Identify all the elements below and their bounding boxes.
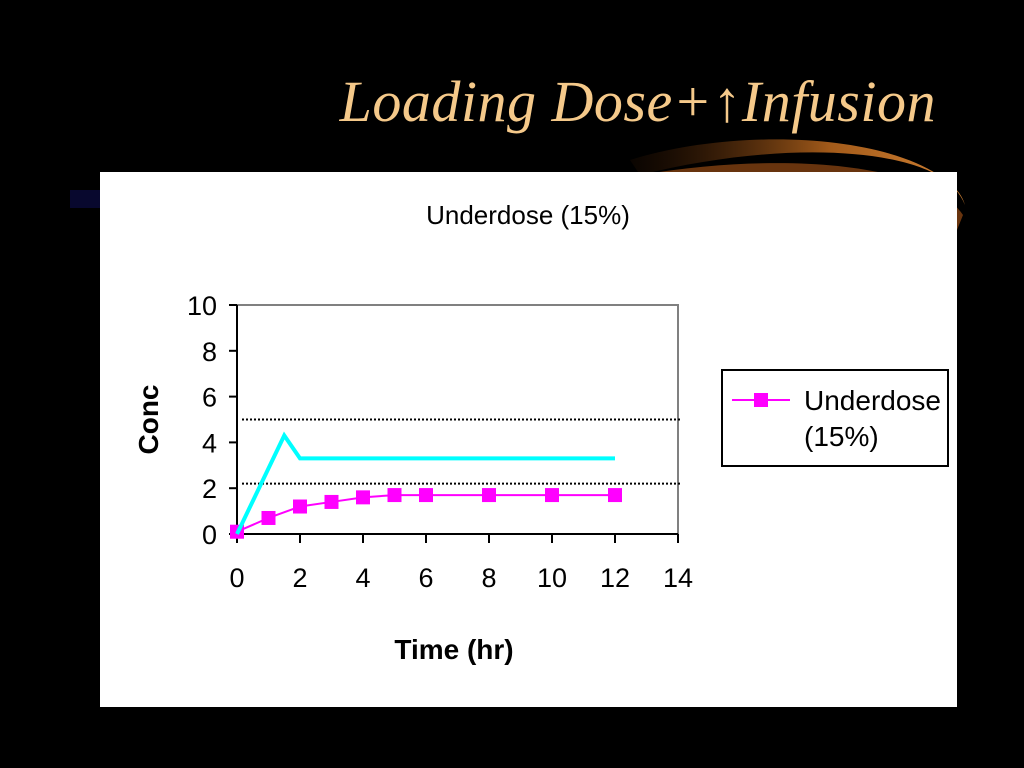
y-tick-label: 4 bbox=[202, 428, 217, 458]
y-tick-label: 6 bbox=[202, 383, 217, 413]
legend-marker bbox=[754, 393, 768, 407]
slide-title-text: Loading Dose+ bbox=[339, 69, 713, 134]
slide-title: Loading Dose+↑Infusion bbox=[340, 68, 936, 135]
y-tick-label: 10 bbox=[187, 291, 217, 321]
x-tick-label: 6 bbox=[418, 563, 433, 593]
chart-panel: Underdose (15%) 0 2 4 6 8 10 0 2 4 6 8 10 12 14 Time (h… bbox=[100, 172, 957, 707]
y-tick-label: 2 bbox=[202, 474, 217, 504]
data-point-marker bbox=[261, 510, 276, 525]
data-point-marker bbox=[545, 488, 559, 503]
series-line-2 bbox=[235, 431, 615, 535]
slide-title-suffix: Infusion bbox=[741, 69, 936, 134]
legend-label-line-2: (15%) bbox=[804, 421, 879, 452]
data-point-marker bbox=[482, 488, 496, 503]
x-tick-label: 0 bbox=[229, 563, 244, 593]
y-tick-label: 8 bbox=[202, 337, 217, 367]
x-axis-label: Time (hr) bbox=[394, 634, 513, 665]
x-tick-label: 2 bbox=[292, 563, 307, 593]
data-point-marker bbox=[419, 488, 433, 503]
x-tick-label: 14 bbox=[663, 563, 693, 593]
data-point-marker bbox=[356, 490, 370, 505]
chart-title: Underdose (15%) bbox=[426, 200, 630, 230]
legend-label-line-1: Underdose bbox=[804, 385, 941, 416]
data-point-marker bbox=[387, 488, 402, 503]
data-point-marker bbox=[293, 499, 307, 514]
x-tick-label: 4 bbox=[355, 563, 370, 593]
data-point-marker bbox=[608, 488, 622, 503]
x-tick-label: 8 bbox=[481, 563, 496, 593]
y-tick-label: 0 bbox=[202, 520, 217, 550]
chart: Underdose (15%) 0 2 4 6 8 10 0 2 4 6 8 10 12 14 Time (h… bbox=[133, 200, 949, 665]
y-axis-label: Conc bbox=[133, 385, 164, 455]
x-tick-label: 12 bbox=[600, 563, 630, 593]
up-arrow-icon: ↑ bbox=[712, 69, 742, 134]
series-line-1 bbox=[236, 494, 615, 533]
legend-box bbox=[721, 369, 949, 467]
data-point-marker bbox=[324, 494, 339, 509]
x-tick-label: 10 bbox=[537, 563, 567, 593]
